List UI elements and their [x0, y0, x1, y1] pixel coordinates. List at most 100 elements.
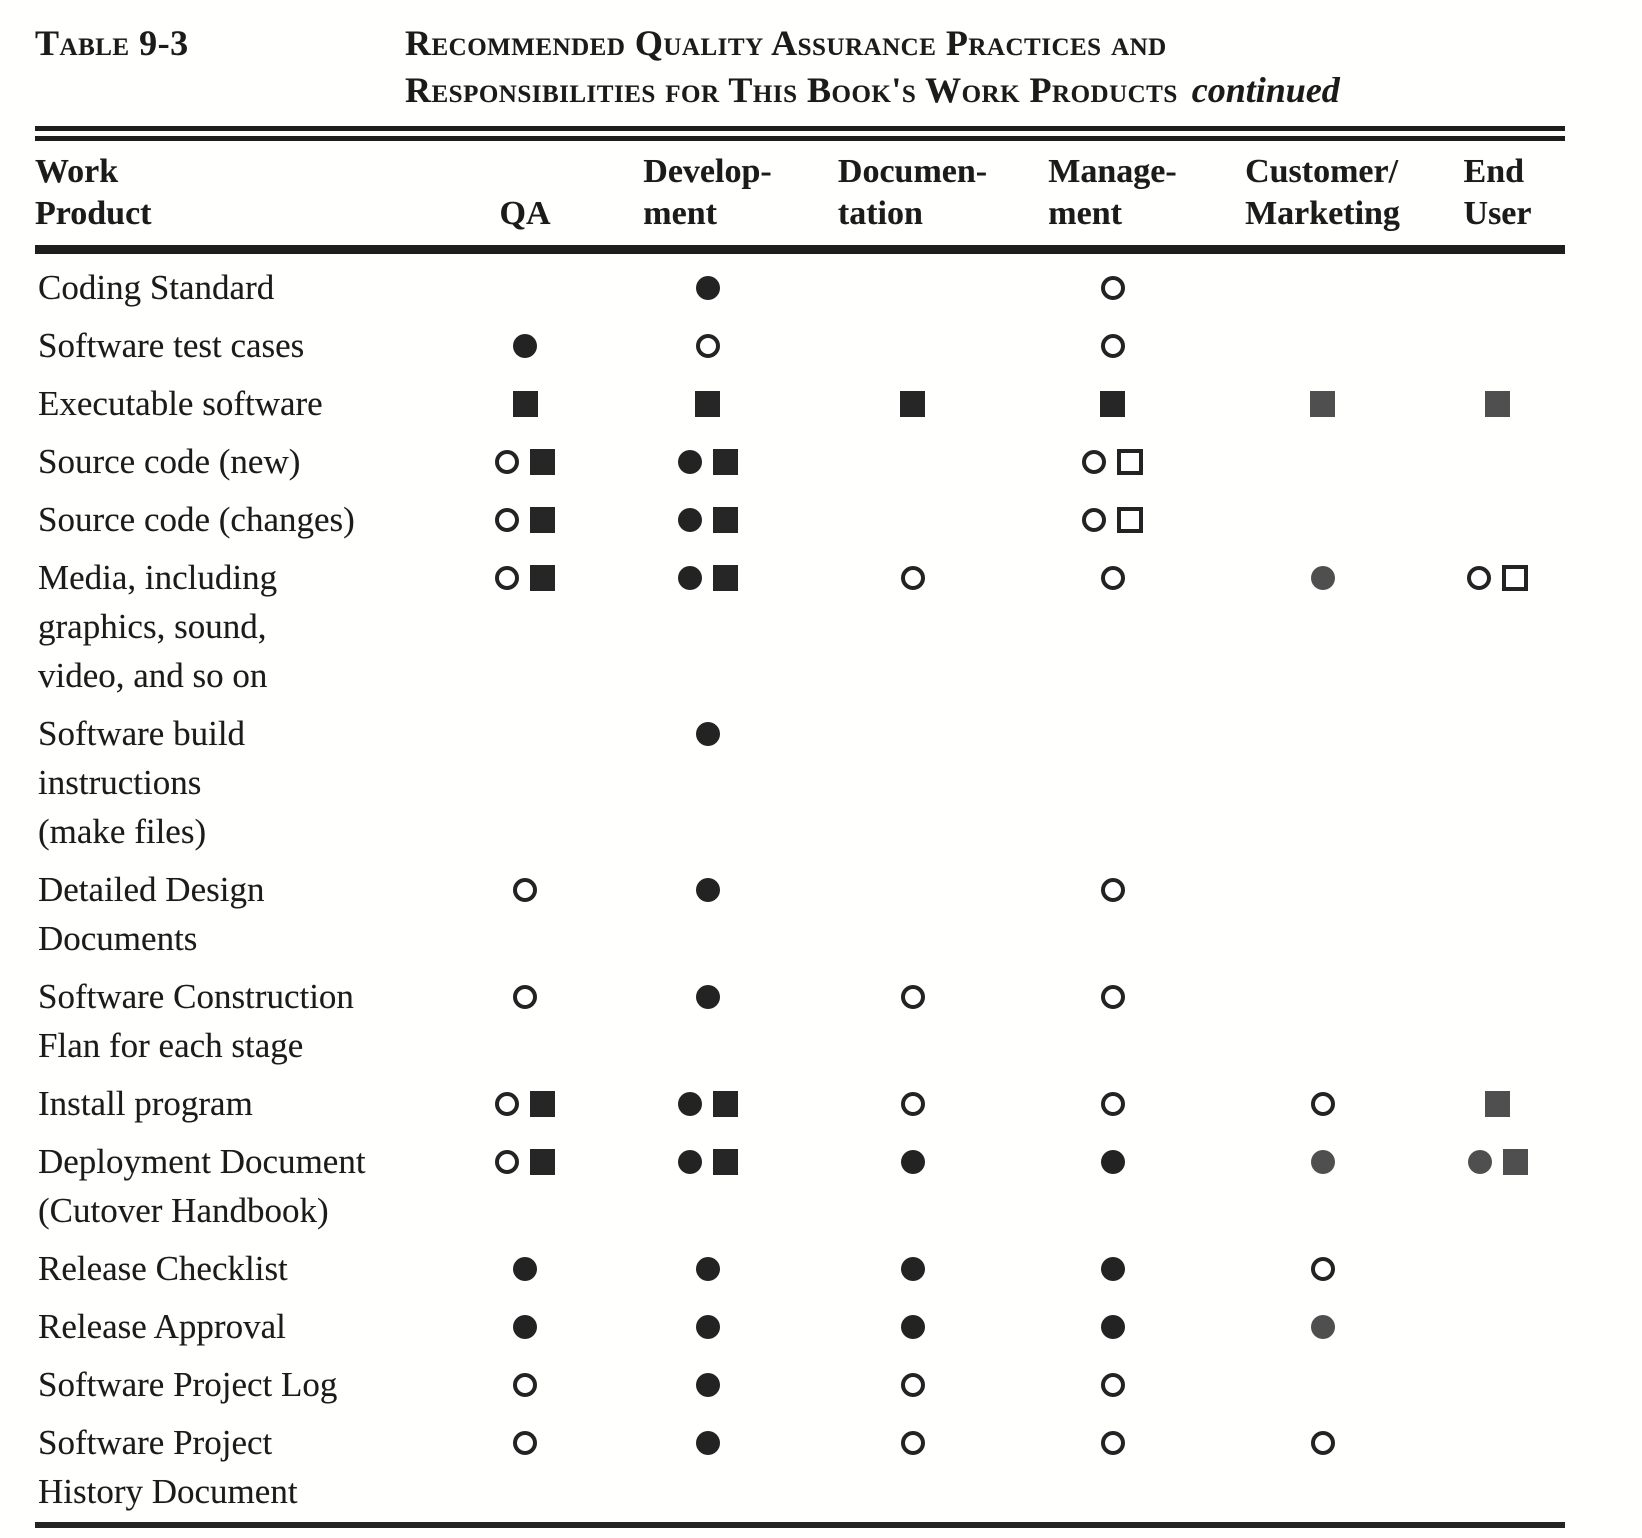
work-product-line: Release Checklist [38, 1249, 288, 1288]
symbol-group [1010, 1079, 1215, 1128]
col-header-documentation: Documen-tation [815, 141, 1010, 254]
symbol-group [450, 1137, 600, 1186]
end-user-cell [1430, 312, 1565, 370]
documentation-cell [815, 1293, 1010, 1351]
open-circle-icon [900, 1372, 925, 1397]
work-product-cell: Media, including graphics, sound, video, a… [35, 544, 450, 700]
end-user-cell [1430, 1351, 1565, 1409]
management-cell [1010, 544, 1215, 700]
documentation-cell [815, 700, 1010, 856]
management-cell [1010, 700, 1215, 856]
open-circle-icon [1100, 1430, 1125, 1455]
symbol-group [450, 437, 600, 486]
work-product-cell: Software Project History Document [35, 1409, 450, 1516]
filled-circle-icon [695, 1430, 720, 1455]
symbol-group [1215, 379, 1430, 428]
symbol-group [815, 1079, 1010, 1128]
filled-circle-icon [677, 449, 702, 474]
management-cell [1010, 1293, 1215, 1351]
documentation-cell [815, 544, 1010, 700]
work-product-line: Software Construction [38, 977, 354, 1016]
management-cell [1010, 1351, 1215, 1409]
table-row: Software build instructions (make files) [35, 700, 1565, 856]
work-product-line: (Cutover Handbook) [38, 1191, 329, 1230]
work-product-cell: Executable software [35, 370, 450, 428]
end-user-cell [1430, 963, 1565, 1070]
qa-cell [450, 428, 600, 486]
symbol-group [1010, 865, 1215, 914]
work-product-line: (make files) [38, 812, 207, 851]
customer-marketing-cell [1215, 312, 1430, 370]
symbol-group [815, 553, 1010, 602]
open-circle-icon [1100, 565, 1125, 590]
symbol-group [600, 865, 815, 914]
filled-square-icon [712, 506, 738, 533]
filled-circle-icon [677, 507, 702, 532]
work-product-line: Flan for each stage [38, 1026, 304, 1065]
filled-square-icon [712, 448, 738, 475]
symbol-group [1430, 1079, 1565, 1128]
filled-square-gray-icon [1502, 1148, 1528, 1175]
customer-marketing-cell [1215, 1293, 1430, 1351]
col-header-text: Documen-tation [837, 153, 988, 232]
filled-circle-gray-icon [1310, 1314, 1335, 1339]
end-user-cell [1430, 544, 1565, 700]
development-cell [600, 700, 815, 856]
symbol-group [815, 1302, 1010, 1351]
symbol-group [1430, 1137, 1565, 1186]
filled-circle-icon [677, 1091, 702, 1116]
open-circle-icon [495, 565, 519, 590]
open-circle-icon [1100, 984, 1125, 1009]
work-product-line: Install program [38, 1084, 253, 1123]
table-title-line2: Responsibilities for This Book's Work Pr… [405, 67, 1565, 114]
management-cell [1010, 1070, 1215, 1128]
symbol-group [815, 972, 1010, 1021]
filled-circle-icon [513, 1256, 537, 1281]
development-cell [600, 544, 815, 700]
customer-marketing-cell [1215, 1235, 1430, 1293]
documentation-cell [815, 1409, 1010, 1516]
filled-square-icon [530, 564, 555, 591]
end-user-cell [1430, 486, 1565, 544]
customer-marketing-cell [1215, 544, 1430, 700]
col-header-end-user: End User [1430, 141, 1565, 254]
filled-circle-icon [695, 877, 720, 902]
management-cell [1010, 856, 1215, 963]
end-user-cell [1430, 1409, 1565, 1516]
work-product-cell: Software build instructions (make files) [35, 700, 450, 856]
symbol-group [600, 321, 815, 370]
symbol-group [1215, 1302, 1430, 1351]
filled-circle-icon [1100, 1314, 1125, 1339]
symbol-group [450, 1418, 600, 1467]
end-user-cell [1430, 1128, 1565, 1235]
filled-circle-icon [900, 1256, 925, 1281]
open-circle-icon [495, 507, 519, 532]
symbol-group [600, 553, 815, 602]
work-product-cell: Deployment Document (Cutover Handbook) [35, 1128, 450, 1235]
symbol-group [600, 1079, 815, 1128]
documentation-cell [815, 1070, 1010, 1128]
open-circle-icon [900, 1430, 925, 1455]
filled-circle-gray-icon [1467, 1149, 1492, 1174]
work-product-line: Detailed Design [38, 870, 265, 909]
symbol-group [450, 1360, 600, 1409]
filled-square-icon [512, 390, 538, 417]
open-circle-icon [1100, 333, 1125, 358]
symbol-group [450, 553, 600, 602]
open-circle-icon [1467, 565, 1491, 590]
management-cell [1010, 250, 1215, 313]
work-product-line: graphics, sound, [38, 607, 267, 646]
development-cell [600, 1293, 815, 1351]
symbol-group [815, 1360, 1010, 1409]
open-square-icon [1117, 506, 1143, 533]
management-cell [1010, 370, 1215, 428]
documentation-cell [815, 1351, 1010, 1409]
filled-circle-icon [695, 984, 720, 1009]
work-product-line: Software Project Log [38, 1365, 338, 1404]
table-body: Coding Standard Software test cases Execut… [35, 250, 1565, 1517]
symbol-group [1010, 972, 1215, 1021]
symbol-group [600, 263, 815, 312]
symbol-group [1430, 379, 1565, 428]
table-row: Software test cases [35, 312, 1565, 370]
customer-marketing-cell [1215, 1409, 1430, 1516]
